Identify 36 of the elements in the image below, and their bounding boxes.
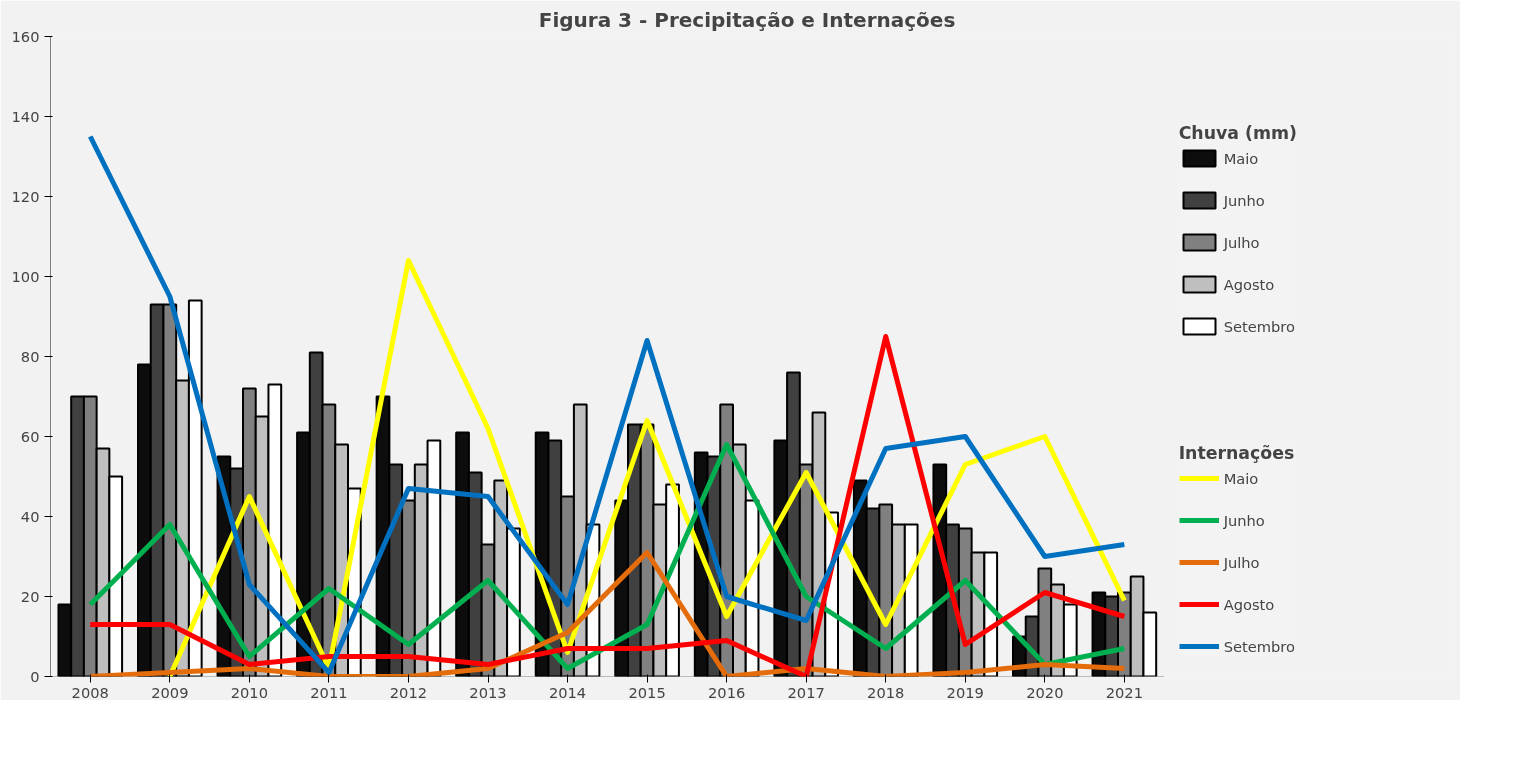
legend-label: Setembro (1223, 317, 1295, 335)
legend-label: Julho (1223, 233, 1260, 251)
x-tick-label: 2018 (867, 683, 905, 701)
legend-label: Maio (1223, 149, 1259, 167)
y-tick-label: 100 (11, 267, 40, 285)
x-tick-label: 2013 (469, 683, 507, 701)
x-tick-label: 2012 (389, 683, 428, 701)
y-tick-label: 140 (11, 107, 40, 125)
x-tick-label: 2009 (151, 683, 189, 701)
x-tick-label: 2021 (1105, 683, 1144, 701)
legend-label: Junho (1223, 191, 1265, 209)
text: Internações (1178, 443, 1295, 463)
legend-label: Agosto (1223, 275, 1275, 293)
x-tick-label: 2020 (1026, 683, 1064, 701)
x-tick-label: 2015 (628, 683, 666, 701)
x-tick-label: 2016 (707, 683, 746, 701)
legend-label: Julho (1223, 553, 1260, 571)
y-tick-label: 160 (11, 27, 40, 45)
legend-label: Agosto (1223, 595, 1275, 613)
legend-label: Setembro (1223, 637, 1295, 655)
y-tick-label: 20 (20, 587, 40, 605)
legend-label: Junho (1223, 511, 1265, 529)
y-tick-label: 120 (11, 187, 40, 205)
x-tick-label: 2014 (548, 683, 587, 701)
y-tick-label: 0 (30, 667, 40, 685)
y-tick-label: 60 (20, 427, 40, 445)
y-tick-label: 40 (20, 507, 40, 525)
chart-title: Figura 3 - Precipitação e Internações (538, 7, 956, 32)
x-tick-label: 2017 (787, 683, 825, 701)
legend-label: Maio (1223, 469, 1259, 487)
y-tick-label: 80 (20, 347, 40, 365)
x-tick-label: 2019 (946, 683, 984, 701)
x-tick-label: 2011 (310, 683, 348, 701)
x-tick-label: 2010 (230, 683, 269, 701)
legend-title: Chuva (mm) (1178, 123, 1297, 143)
x-tick-label: 2008 (71, 683, 109, 701)
